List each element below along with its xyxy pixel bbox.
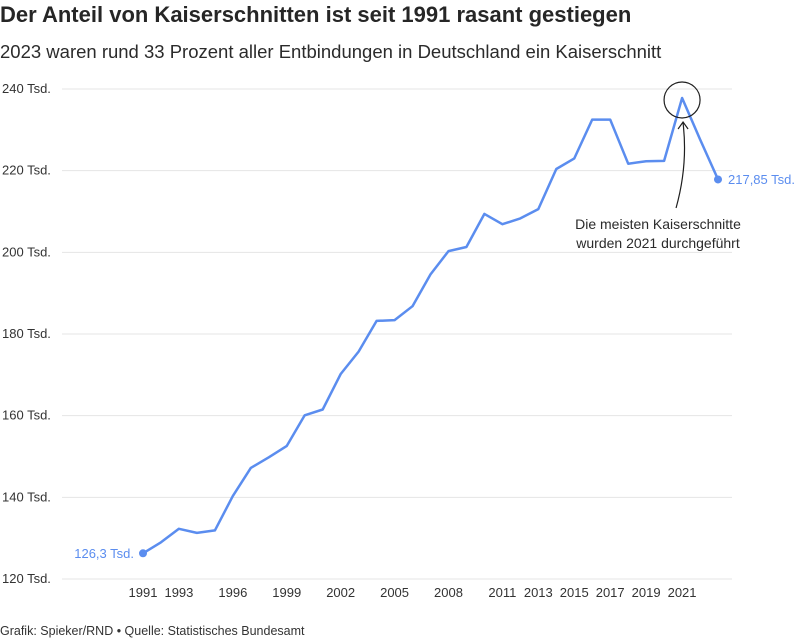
annotation-arrow <box>675 122 686 209</box>
gridlines <box>62 88 732 580</box>
x-tick-label: 1996 <box>218 585 247 600</box>
annotation-arrowhead <box>677 120 689 130</box>
y-tick-label: 160 Tsd. <box>2 408 51 423</box>
chart-subtitle: 2023 waren rund 33 Prozent aller Entbind… <box>0 41 662 62</box>
x-tick-label: 2008 <box>434 585 463 600</box>
x-axis-ticks: 1991 1993 1996 1999 2002 2005 2008 2011 2013 2015… <box>129 585 697 600</box>
x-tick-label: 1993 <box>164 585 193 600</box>
source-footer: Grafik: Spieker/RND • Quelle: Statistisc… <box>0 624 305 638</box>
x-tick-label: 2011 <box>488 585 516 600</box>
x-tick-label: 1999 <box>272 585 301 600</box>
start-value-label: 126,3 Tsd. <box>74 546 134 561</box>
y-tick-label: 200 Tsd. <box>2 244 51 259</box>
x-tick-label: 2017 <box>596 585 625 600</box>
x-tick-label: 2005 <box>380 585 409 600</box>
x-tick-label: 2013 <box>524 585 553 600</box>
y-tick-label: 180 Tsd. <box>2 326 51 341</box>
end-value-label: 217,85 Tsd. <box>728 172 795 187</box>
x-tick-label: 2015 <box>560 585 589 600</box>
x-tick-label: 1991 <box>129 585 158 600</box>
annotation-text-line-2: wurden 2021 durchgeführt <box>575 235 740 251</box>
end-point <box>714 175 722 184</box>
chart-title: Der Anteil von Kaiserschnitten ist seit … <box>0 2 632 27</box>
y-axis-ticks: 240 Tsd. 220 Tsd. 200 Tsd. 180 Tsd. 160 Tsd.… <box>2 81 51 586</box>
x-tick-label: 2021 <box>668 585 697 600</box>
x-tick-label: 2019 <box>632 585 661 600</box>
y-tick-label: 240 Tsd. <box>2 81 51 96</box>
series-line <box>141 96 720 555</box>
y-tick-label: 120 Tsd. <box>2 571 51 586</box>
y-tick-label: 220 Tsd. <box>2 163 51 178</box>
x-tick-label: 2002 <box>326 585 355 600</box>
annotation-text-line-1: Die meisten Kaiserschnitte <box>575 216 741 232</box>
annotation-circle <box>663 81 701 119</box>
y-tick-label: 140 Tsd. <box>2 489 51 504</box>
start-point <box>139 549 147 558</box>
